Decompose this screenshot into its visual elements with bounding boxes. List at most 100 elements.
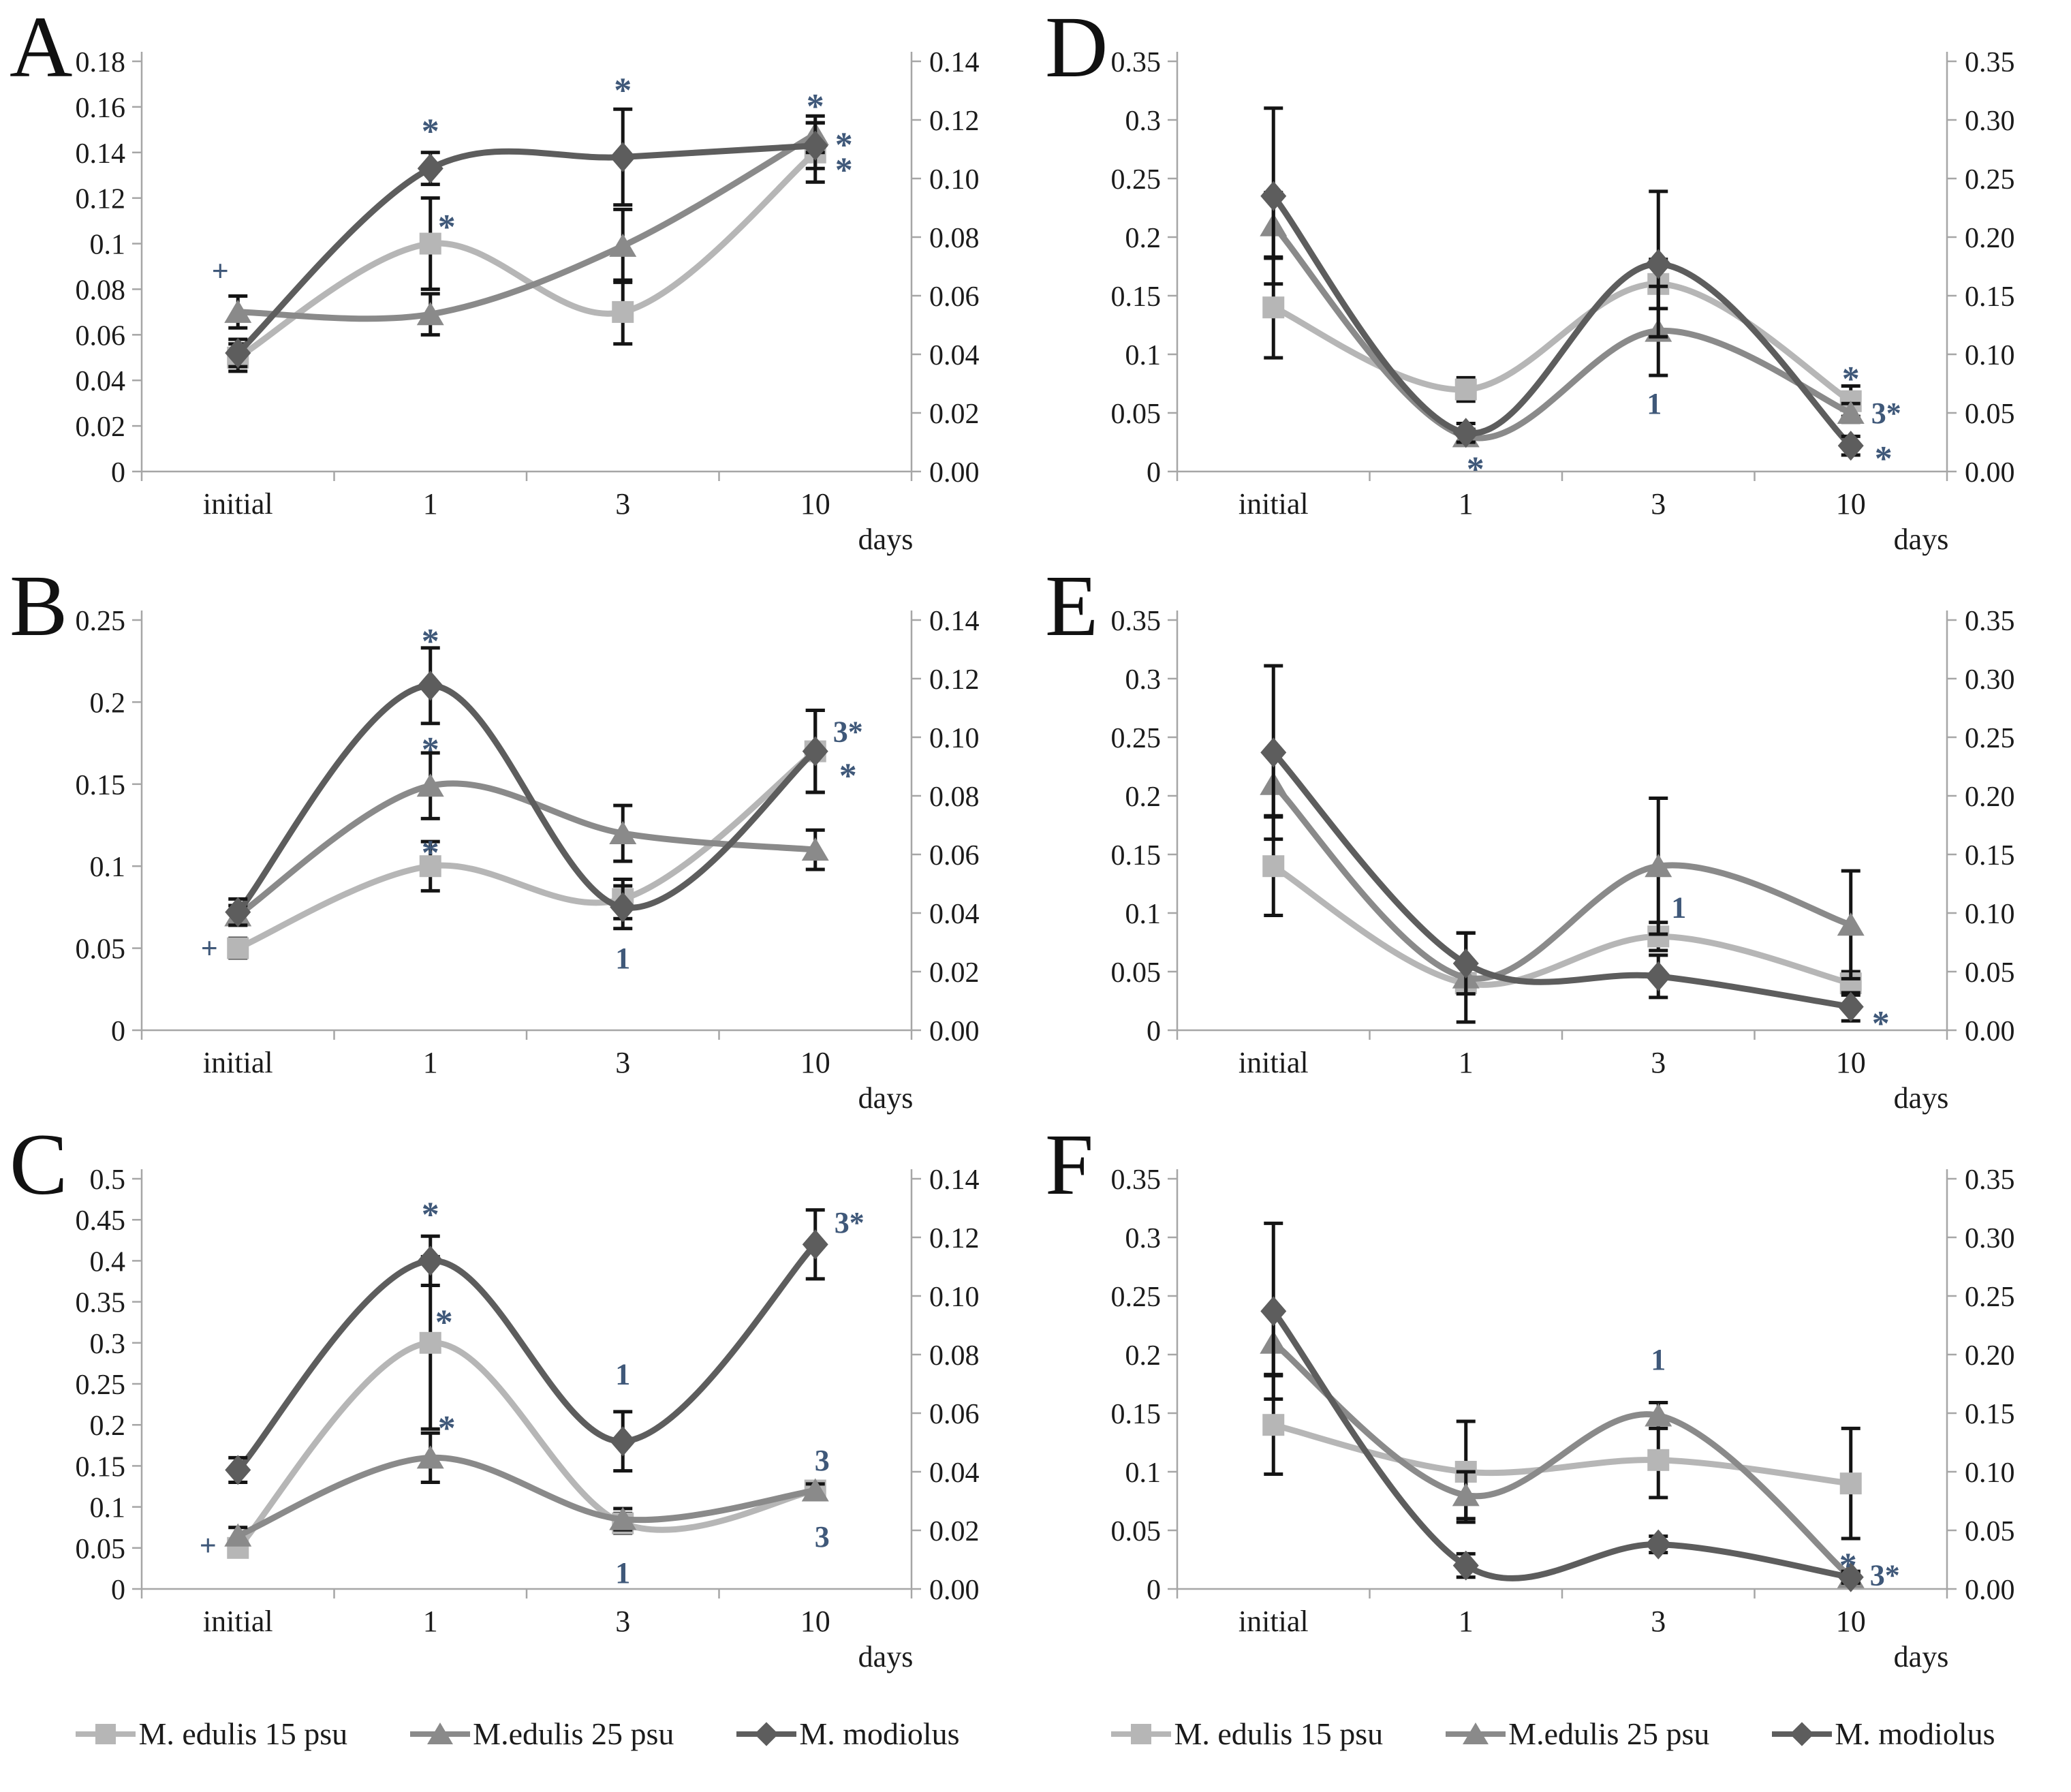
left-tick-label: 0.2 xyxy=(1125,782,1162,813)
right-tick-label: 0.04 xyxy=(929,1457,980,1489)
square-marker-point xyxy=(1262,855,1285,878)
axes xyxy=(1176,1169,1948,1590)
right-tick-label: 0.06 xyxy=(929,840,980,871)
markers-edulis25 xyxy=(1260,1330,1865,1588)
diamond-marker-icon xyxy=(754,1722,779,1746)
annotation-text: 1 xyxy=(615,1556,630,1590)
left-tick-label: 0.05 xyxy=(76,1534,126,1565)
annotation-text: * xyxy=(839,756,857,795)
x-tick-label: 1 xyxy=(1459,1046,1474,1079)
triangle-marker-point xyxy=(416,773,444,797)
square-marker-point xyxy=(1454,378,1477,401)
legend-line xyxy=(76,1724,136,1744)
legend-item-edulis-25: M.edulis 25 psu xyxy=(1446,1718,1709,1750)
annotation-text: * xyxy=(422,622,439,661)
right-tick-label: 0.12 xyxy=(929,1223,980,1254)
diamond-marker-point xyxy=(802,1229,828,1260)
x-tick-label: 3 xyxy=(615,1046,630,1079)
annotation-text: * xyxy=(422,730,439,769)
annotation-text: 3 xyxy=(815,1520,830,1554)
markers-modiolus xyxy=(225,1229,828,1485)
x-tick-label: 1 xyxy=(1459,487,1474,521)
series-line-modiolus xyxy=(1270,193,1854,449)
square-marker-icon xyxy=(95,1724,116,1744)
right-tick-label: 0.00 xyxy=(929,1575,980,1606)
x-tick-label: initial xyxy=(203,487,273,521)
right-tick-label: 0.06 xyxy=(929,281,980,313)
triangle-marker-point xyxy=(1837,401,1865,424)
markers-modiolus xyxy=(225,130,828,369)
chart-E: E 0.35 0.3 0.25 0.2 0.15 0.1 0.05 0 0.35 0.30 0.25 0… xyxy=(1045,557,2015,1115)
legend-item-edulis-15: M. edulis 15 psu xyxy=(76,1718,347,1750)
diamond-marker-point xyxy=(225,338,251,369)
left-tick-label: 0 xyxy=(111,1575,125,1606)
square-marker-point xyxy=(1839,1472,1862,1495)
right-tick-label: 0.14 xyxy=(929,47,980,78)
right-tick-label: 0.14 xyxy=(929,606,980,637)
diamond-marker-point xyxy=(1452,1550,1479,1581)
left-tick-label: 0 xyxy=(1147,1575,1161,1606)
diamond-marker-point xyxy=(610,1426,636,1457)
right-tick-label: 0.04 xyxy=(929,340,980,371)
series-line-modiolus xyxy=(234,682,819,916)
diamond-marker-point xyxy=(1452,948,1479,978)
left-tick-label: 0.15 xyxy=(76,770,126,801)
legend-line xyxy=(410,1723,471,1745)
left-tick-label: 0.1 xyxy=(90,230,126,261)
left-tick-label: 0.05 xyxy=(1111,1516,1162,1547)
right-tick-label: 0.00 xyxy=(929,1016,980,1047)
triangle-marker-point xyxy=(416,1445,444,1469)
diamond-marker-point xyxy=(610,892,636,923)
left-tick-label: 0.3 xyxy=(1125,664,1162,696)
annotation-text: * xyxy=(1842,360,1860,399)
annotation-text: 3* xyxy=(833,715,863,749)
left-tick-label: 0.05 xyxy=(76,934,126,965)
left-tick-label: 0.1 xyxy=(90,1493,126,1524)
x-tick-label: 1 xyxy=(423,1605,438,1638)
annotation-text: * xyxy=(422,834,439,873)
legend-item-modiolus: M. modiolus xyxy=(1772,1718,1995,1750)
right-tick-label: 0.02 xyxy=(929,957,980,989)
right-tick-label: 0.25 xyxy=(1965,723,2015,754)
annotation-text: * xyxy=(614,71,632,110)
diamond-marker-point xyxy=(1645,1529,1672,1560)
legend-label: M.edulis 25 psu xyxy=(1508,1716,1710,1751)
error-bars-modiolus xyxy=(1264,664,1860,1023)
right-tick-label: 0.02 xyxy=(929,1516,980,1547)
left-tick-label: 0.15 xyxy=(76,1451,126,1483)
x-tick-label: 1 xyxy=(1459,1605,1474,1638)
x-tick-label: initial xyxy=(203,1046,273,1079)
x-tick-label: 10 xyxy=(1836,1605,1866,1638)
left-tick-label: 0.25 xyxy=(1111,164,1162,196)
x-axis-title: days xyxy=(1894,1640,1949,1673)
annotations: + * * * 1 3* * xyxy=(201,622,863,975)
left-tick-label: 0.25 xyxy=(1111,1282,1162,1313)
right-tick-label: 0.35 xyxy=(1965,47,2015,78)
error-bars-modiolus xyxy=(1264,1221,1860,1585)
panel-D: D 0.35 0.3 0.25 0.2 0.15 0.1 0.05 0 0.35 0.30 0.25 0… xyxy=(1036,0,2071,559)
chart-C: C 0.5 0.45 0.4 0.35 0.3 0.25 0.2 0.15 0.1 0.05 0 0.1… xyxy=(10,1116,980,1673)
x-axis-title: days xyxy=(1894,523,1949,556)
annotation-text: * xyxy=(438,208,456,247)
chart-D: D 0.350.30.250.20.150.10.0500.350.300.250… xyxy=(1045,0,2015,556)
diamond-marker-point xyxy=(1260,1296,1287,1327)
x-tick-label: 3 xyxy=(615,1605,630,1638)
left-tick-label: 0.35 xyxy=(76,1288,126,1319)
left-tick-label: 0.35 xyxy=(1111,47,1162,78)
diamond-marker-point xyxy=(802,130,828,161)
legend-row: M. edulis 15 psu M.edulis 25 psu M. modi… xyxy=(0,1676,2071,1792)
legend-item-edulis-15: M. edulis 15 psu xyxy=(1111,1718,1383,1750)
chart-B: B 0.25 0.2 0.15 0.1 0.05 0 0.14 0.12 0.10 0.08 0.06… xyxy=(10,557,980,1115)
series-line-edulis25 xyxy=(234,1454,819,1539)
error-bars-modiolus xyxy=(1264,106,1860,457)
panel-A: A 0.18 0.16 0.14 0.12 0.1 0.08 0.06 0.04 0.02 0 0.1… xyxy=(0,0,1036,559)
left-tick-label: 0.35 xyxy=(1111,606,1162,637)
left-tick-label: 0.25 xyxy=(76,606,126,637)
diamond-marker-point xyxy=(417,153,443,184)
left-tick-label: 0.1 xyxy=(1125,340,1162,371)
square-marker-point xyxy=(419,1331,441,1354)
diamond-marker-point xyxy=(802,736,828,767)
annotation-text: * xyxy=(1872,1004,1890,1043)
axes xyxy=(1176,52,1948,473)
annotation-text: 1 xyxy=(1671,891,1686,924)
